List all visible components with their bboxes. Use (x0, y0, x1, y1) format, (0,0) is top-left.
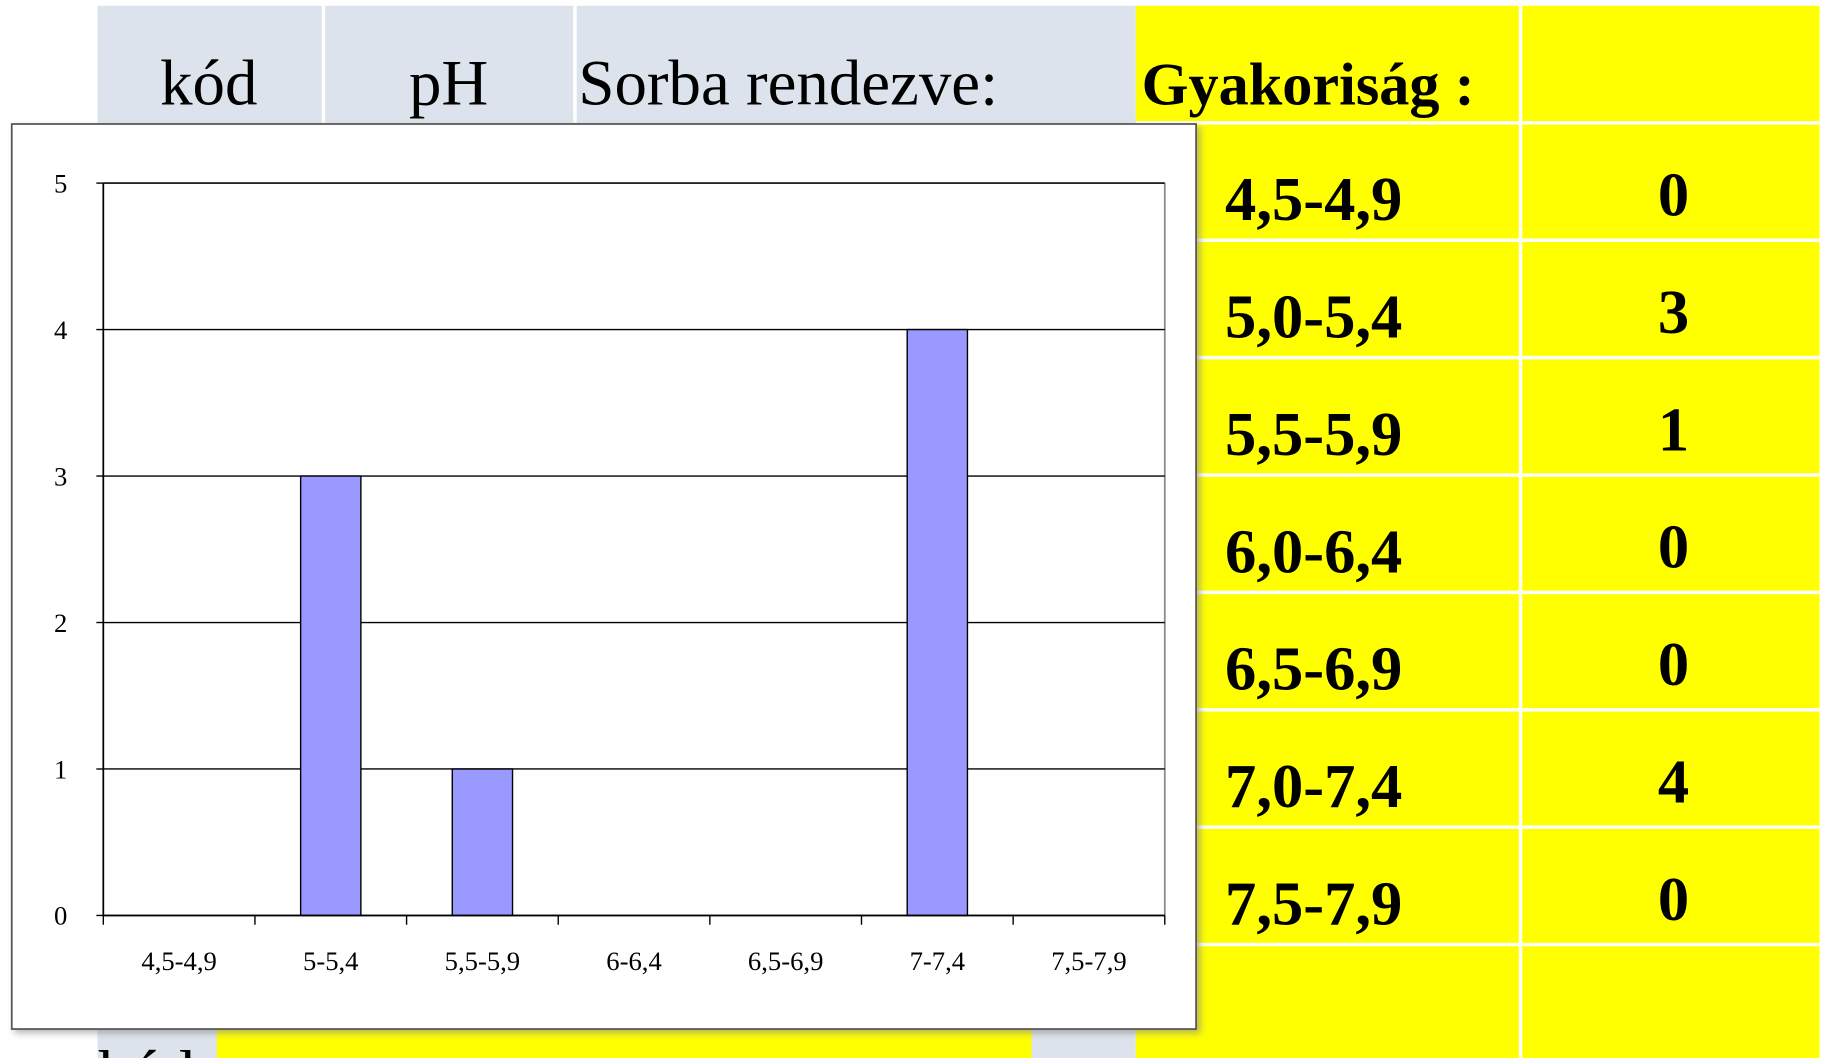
header-cell: Gyakoriság : (1142, 51, 1475, 118)
header-cell: kód (160, 47, 257, 119)
header-cell: Sorba rendezve: (578, 47, 998, 119)
range-cell: 5,5-5,9 (1225, 399, 1402, 469)
range-cell: 4,5-4,9 (1225, 164, 1402, 234)
x-tick-label: 5-5,4 (303, 946, 359, 976)
range-cell: 6,5-6,9 (1225, 634, 1402, 704)
x-tick-label: 7-7,4 (910, 946, 966, 976)
y-tick-label: 3 (54, 461, 67, 491)
x-tick-label: 5,5-5,9 (445, 946, 520, 976)
count-cell: 4 (1658, 746, 1689, 816)
x-tick-label: 7,5-7,9 (1051, 946, 1126, 976)
row-borders (1135, 121, 1820, 947)
count-cell: 0 (1658, 160, 1689, 230)
yellow-range (1135, 5, 1820, 1058)
chart-frame (10, 123, 1197, 1030)
y-tick-label: 4 (54, 315, 67, 345)
x-tick-label: 4,5-4,9 (141, 946, 216, 976)
range-cell: 6,0-6,4 (1225, 516, 1402, 586)
range-cell: 7,0-7,4 (1225, 751, 1402, 821)
count-cell: 0 (1658, 864, 1689, 934)
count-cell: 3 (1658, 277, 1689, 347)
x-tick-label: 6-6,4 (606, 946, 662, 976)
header-cell: pH (409, 47, 488, 119)
y-tick-label: 1 (54, 754, 67, 784)
table-rows: 4,5-4,9 0 5,0-5,4 3 5,5-5,9 1 6,0-6,4 0 6,5-6,9 0… (1225, 160, 1689, 939)
bar (299, 475, 362, 917)
x-tick-label: 6,5-6,9 (748, 946, 823, 976)
header-bg (97, 5, 1136, 123)
count-cell: 0 (1658, 512, 1689, 582)
footer-cell: kód (98, 1038, 195, 1058)
chart: 0 1 2 3 4 5 4,5-4,9 5-5,4 5,5-5,9 6-6,4 6,5-6,9 7-7… (54, 168, 1166, 976)
range-cell: 5,0-5,4 (1225, 282, 1402, 352)
y-tick-label: 0 (54, 901, 67, 931)
range-cell: 7,5-7,9 (1225, 869, 1402, 939)
bar (906, 328, 969, 917)
count-cell: 0 (1658, 629, 1689, 699)
count-cell: 1 (1658, 394, 1689, 464)
bar (451, 768, 514, 917)
y-tick-label: 5 (54, 168, 67, 198)
y-tick-label: 2 (54, 608, 67, 638)
